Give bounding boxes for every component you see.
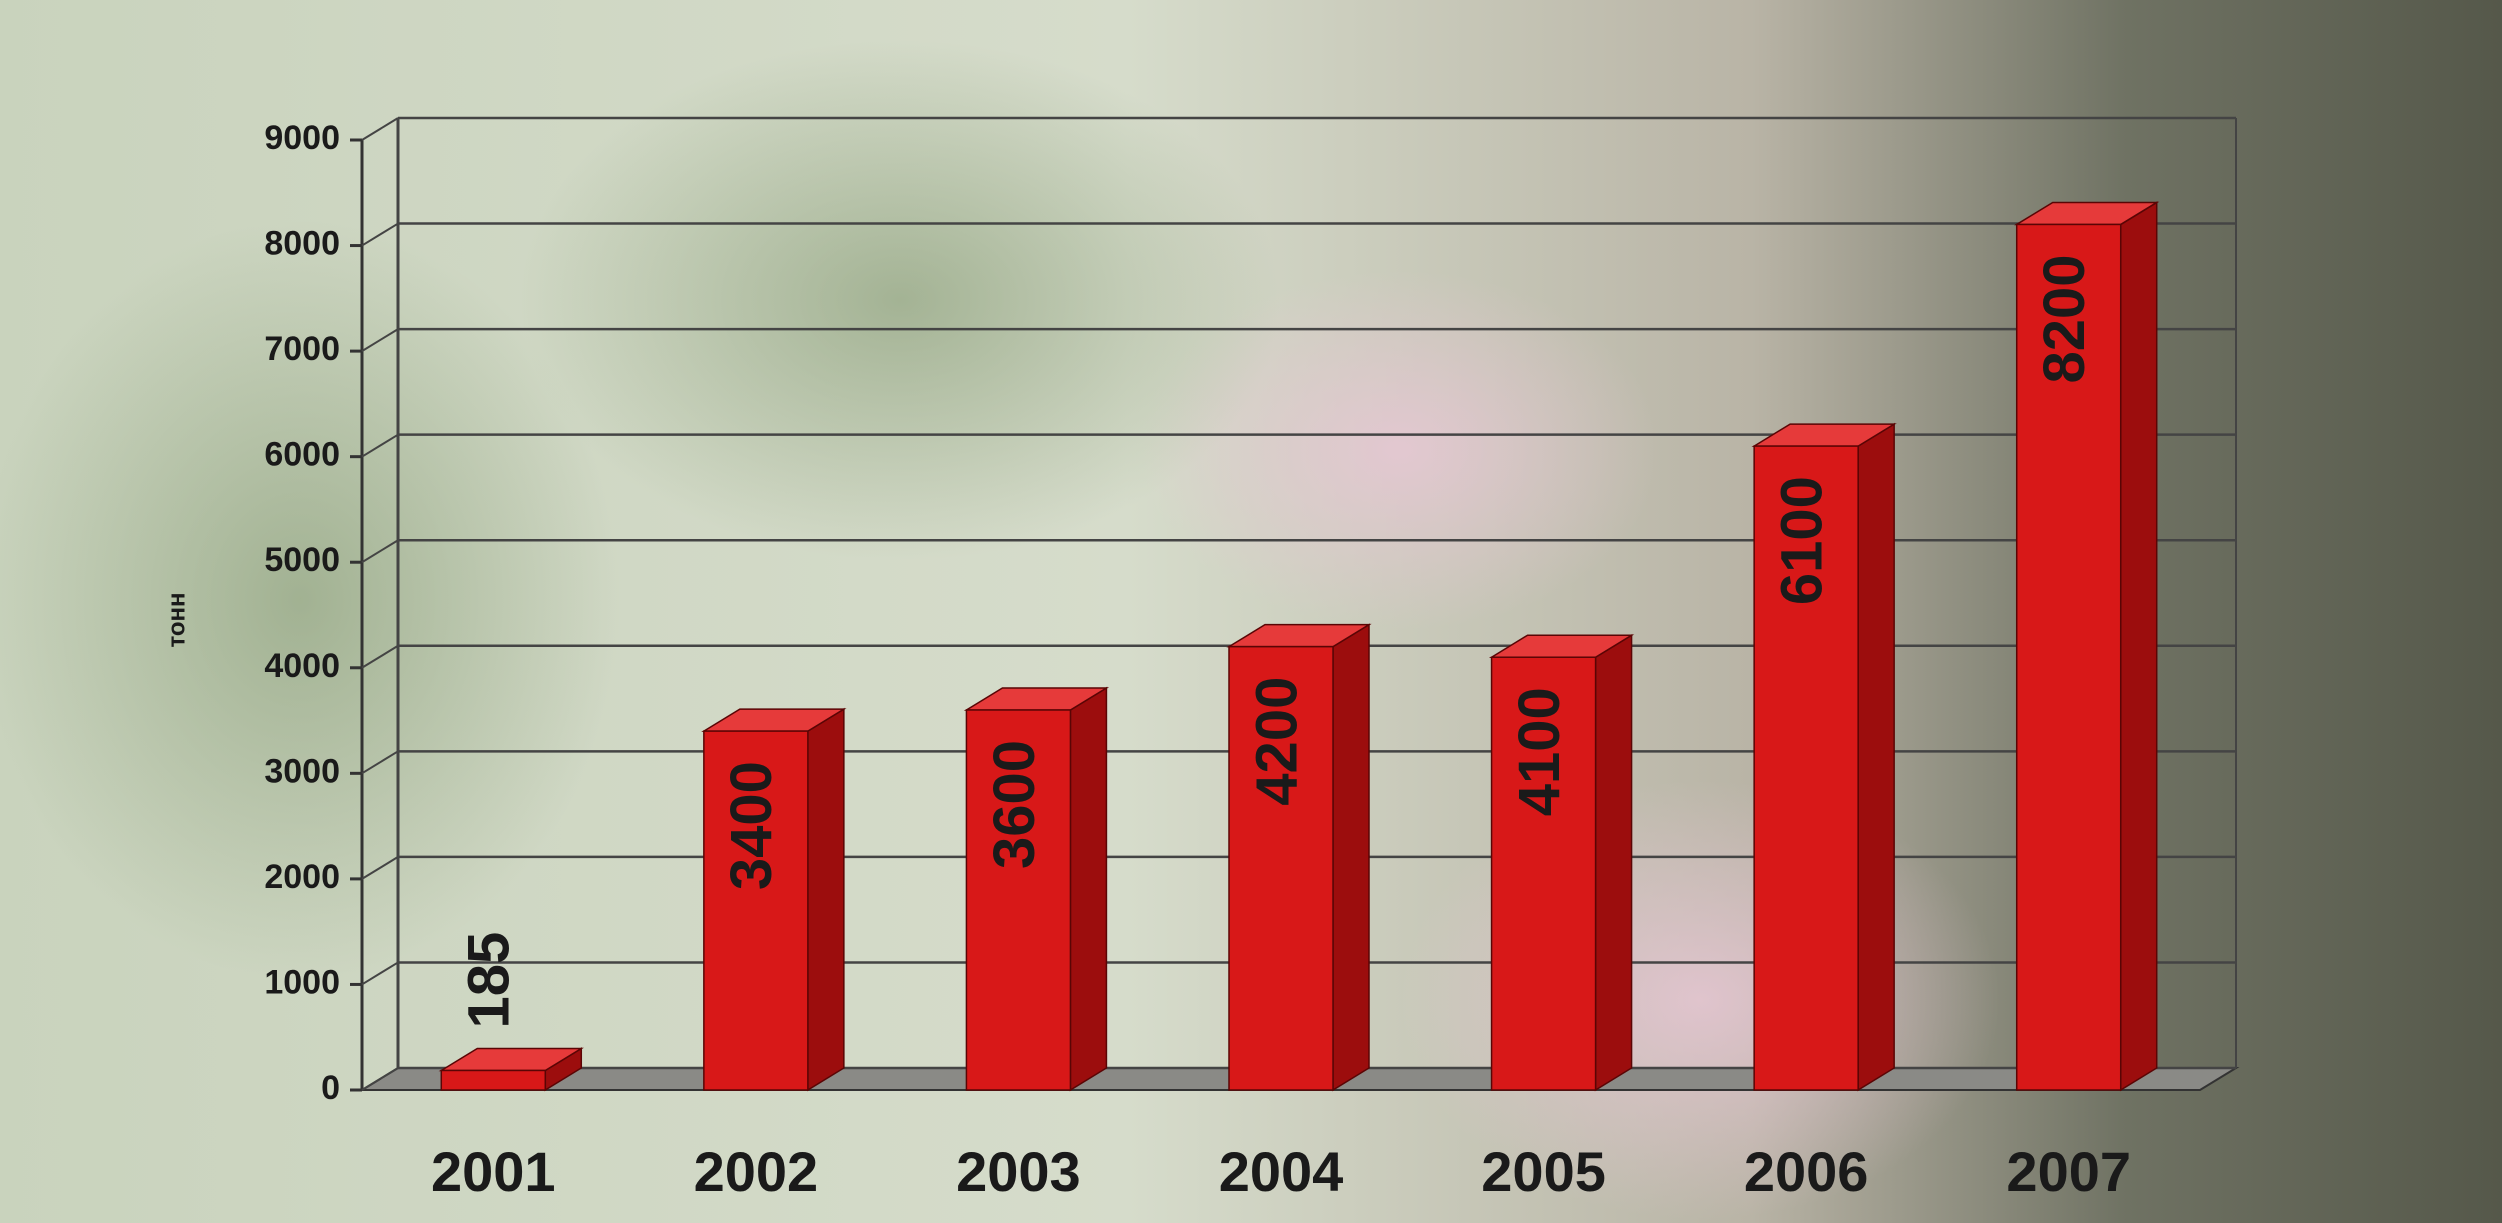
bar [703, 730, 809, 1091]
data-label: 3400 [719, 761, 784, 890]
y-tick-label: 6000 [264, 436, 340, 474]
bar [965, 709, 1072, 1091]
bar-side [1069, 686, 1108, 1092]
y-tick-label: 1000 [264, 963, 340, 1001]
x-tick-label: 2001 [431, 1140, 556, 1203]
x-tick-label: 2004 [1219, 1140, 1344, 1203]
data-label: 4200 [1244, 677, 1309, 806]
bar [440, 1069, 547, 1091]
y-tick-label: 8000 [264, 225, 340, 263]
grid-line [361, 1067, 399, 1091]
bar [1753, 445, 1859, 1091]
bar-side [1857, 422, 1895, 1092]
x-tick-label: 2003 [956, 1140, 1081, 1203]
data-label: 185 [457, 932, 522, 1029]
bar-side [1332, 623, 1370, 1092]
data-label: 8200 [2032, 254, 2097, 383]
x-tick-label: 2007 [2006, 1140, 2131, 1203]
data-label: 6100 [1769, 476, 1834, 605]
grid-line [361, 539, 399, 564]
y-tick-label: 9000 [264, 119, 340, 157]
bar [1228, 645, 1334, 1091]
x-tick-label: 2002 [694, 1140, 819, 1203]
background-shape [520, 40, 1280, 560]
data-label: 4100 [1507, 687, 1572, 816]
data-label: 3600 [982, 740, 1047, 869]
grid-line [361, 222, 399, 247]
y-tick-label: 5000 [264, 541, 340, 579]
bar-side [1594, 633, 1633, 1092]
plot-area: 0 1000 2000 3000 4000 5000 6000 7000 8000 9000 200… [264, 116, 2240, 1203]
grid-line [361, 433, 399, 458]
grid-line [361, 328, 399, 352]
bar [1490, 656, 1597, 1091]
y-tick-label: 0 [321, 1069, 340, 1107]
x-tick-label: 2005 [1481, 1140, 1606, 1203]
y-tick-label: 3000 [264, 752, 340, 790]
y-tick-label: 4000 [264, 647, 340, 685]
y-tick-label: 7000 [264, 330, 340, 368]
bar-side [2119, 201, 2158, 1092]
bar [2015, 223, 2122, 1091]
y-tick-label: 2000 [264, 858, 340, 896]
grid-line [361, 856, 399, 880]
grid-line [361, 750, 399, 775]
y-axis-label: тонн [163, 592, 190, 647]
grid-line [361, 961, 399, 986]
background-shape [0, 220, 620, 980]
x-tick-label: 2006 [1744, 1140, 1869, 1203]
bar-side [807, 707, 845, 1092]
grid-line [361, 117, 399, 141]
grid-line [361, 644, 399, 669]
